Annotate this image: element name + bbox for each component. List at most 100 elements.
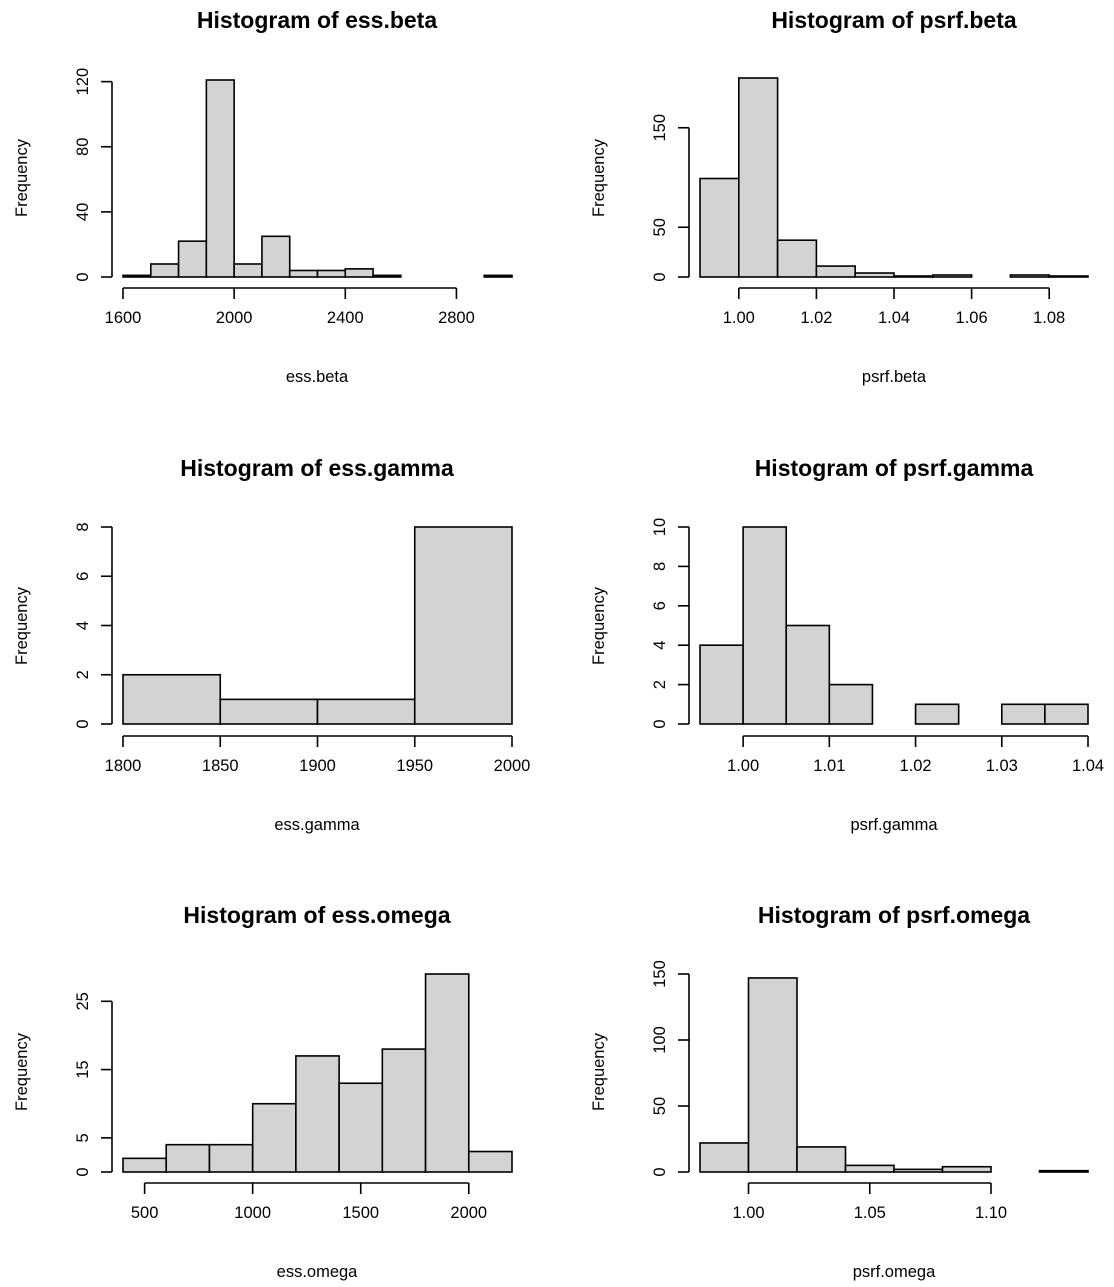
y-tick-label: 0 [651,272,669,281]
histogram-bar [149,263,180,278]
y-axis: 0 2 4 6 8 10 [651,518,690,729]
histogram-bar [219,698,319,725]
x-tick-label: 1500 [342,1204,379,1222]
histogram-bar [796,1146,847,1173]
x-tick-label: 2000 [450,1204,487,1222]
histogram-bar [122,673,222,725]
histogram-bar [295,1055,340,1173]
x-tick-label: 1950 [396,757,433,775]
bars [699,977,1089,1173]
y-tick-label: 15 [74,1060,92,1078]
y-tick-label: 10 [651,518,669,536]
histogram-bar [893,1168,944,1173]
panel-ess-gamma: Histogram of ess.gamma ess.gamma Frequen… [13,455,530,834]
x-tick-label: 1.02 [899,757,931,775]
x-tick-label: 1850 [202,757,239,775]
histogram-bar [424,973,470,1173]
y-tick-label: 4 [74,621,92,630]
histogram-bar [316,269,347,278]
y-axis: 0 50 150 [651,114,690,282]
histogram-bar [205,79,235,278]
panel-psrf-omega: Histogram of psrf.omega psrf.omega Frequ… [590,902,1089,1281]
x-tick-label: 1800 [105,757,142,775]
x-tick-label: 1000 [234,1204,271,1222]
y-tick-label: 0 [74,272,92,281]
histogram-bar [251,1102,297,1173]
y-tick-label: 50 [651,1097,669,1115]
x-tick-label: 1600 [105,309,142,327]
histogram-bar [165,1143,211,1173]
histogram-bar [742,526,788,725]
histogram-bar [737,77,779,278]
x-axis: 500 1000 1500 2000 [131,1182,487,1222]
x-axis: 1.00 1.05 1.10 [732,1182,1007,1222]
panel-psrf-beta: Histogram of psrf.beta psrf.beta Frequen… [590,7,1089,386]
bars [122,79,513,278]
x-tick-label: 1.00 [727,757,759,775]
histogram-bar [122,1157,168,1173]
histogram-bar [914,703,960,725]
histogram-bar [931,274,973,278]
panel-ess-beta: Histogram of ess.beta ess.beta Frequency… [13,7,513,386]
y-axis: 0 40 80 120 [74,68,113,282]
x-axis-label: ess.gamma [274,816,360,834]
bars [122,973,513,1173]
y-tick-label: 0 [651,719,669,728]
histogram-bar [776,239,818,278]
y-tick-label: 150 [651,114,669,142]
histogram-bar [699,644,744,725]
histogram-bar [344,268,374,278]
histogram-bar [854,272,895,278]
x-tick-label: 1.01 [813,757,845,775]
y-tick-label: 8 [651,562,669,571]
histogram-bar [1000,703,1046,725]
y-tick-label: 50 [651,218,669,236]
x-tick-label: 2000 [494,757,531,775]
panel-title: Histogram of ess.gamma [180,455,454,481]
histogram-bar [1044,703,1089,725]
histogram-bar [316,698,416,725]
x-tick-label: 2800 [438,309,475,327]
histogram-bar [261,235,291,278]
x-tick-label: 1.03 [986,757,1018,775]
x-axis-label: psrf.gamma [850,816,938,834]
y-tick-label: 0 [74,1167,92,1176]
x-tick-label: 1.04 [1072,757,1104,775]
x-axis-label: ess.beta [286,368,349,386]
histogram-bar [941,1165,992,1173]
x-tick-label: 1.10 [975,1204,1007,1222]
x-tick-label: 2000 [216,309,253,327]
x-axis: 1.00 1.02 1.04 1.06 1.08 [723,287,1065,327]
x-tick-label: 1900 [299,757,336,775]
y-tick-label: 2 [651,680,669,689]
panel-psrf-gamma: Histogram of psrf.gamma psrf.gamma Frequ… [590,455,1104,834]
y-axis-label: Frequency [13,138,31,217]
bars [122,526,513,725]
y-tick-label: 2 [74,670,92,679]
histogram-bar [483,274,513,278]
x-tick-label: 1.00 [732,1204,764,1222]
bars [699,526,1089,725]
y-axis-label: Frequency [13,1032,31,1111]
bars [699,77,1089,278]
histogram-bar [1038,1169,1089,1173]
panel-ess-omega: Histogram of ess.omega ess.omega Frequen… [13,902,513,1281]
histogram-bar [828,683,874,725]
histogram-bar [1048,275,1089,278]
histogram-bar [413,526,513,725]
y-tick-label: 100 [651,1026,669,1054]
x-tick-label: 1.00 [723,309,755,327]
histogram-bar [467,1150,513,1173]
histogram-bar [785,624,831,725]
histogram-bar [1009,274,1051,278]
x-tick-label: 2400 [327,309,364,327]
x-tick-label: 1.04 [878,309,910,327]
y-axis-label: Frequency [590,586,608,665]
histogram-bar [372,274,402,278]
y-tick-label: 0 [74,719,92,728]
histogram-bar [381,1048,427,1173]
y-axis-label: Frequency [590,138,608,217]
y-axis-label: Frequency [13,586,31,665]
y-tick-label: 40 [74,203,92,221]
